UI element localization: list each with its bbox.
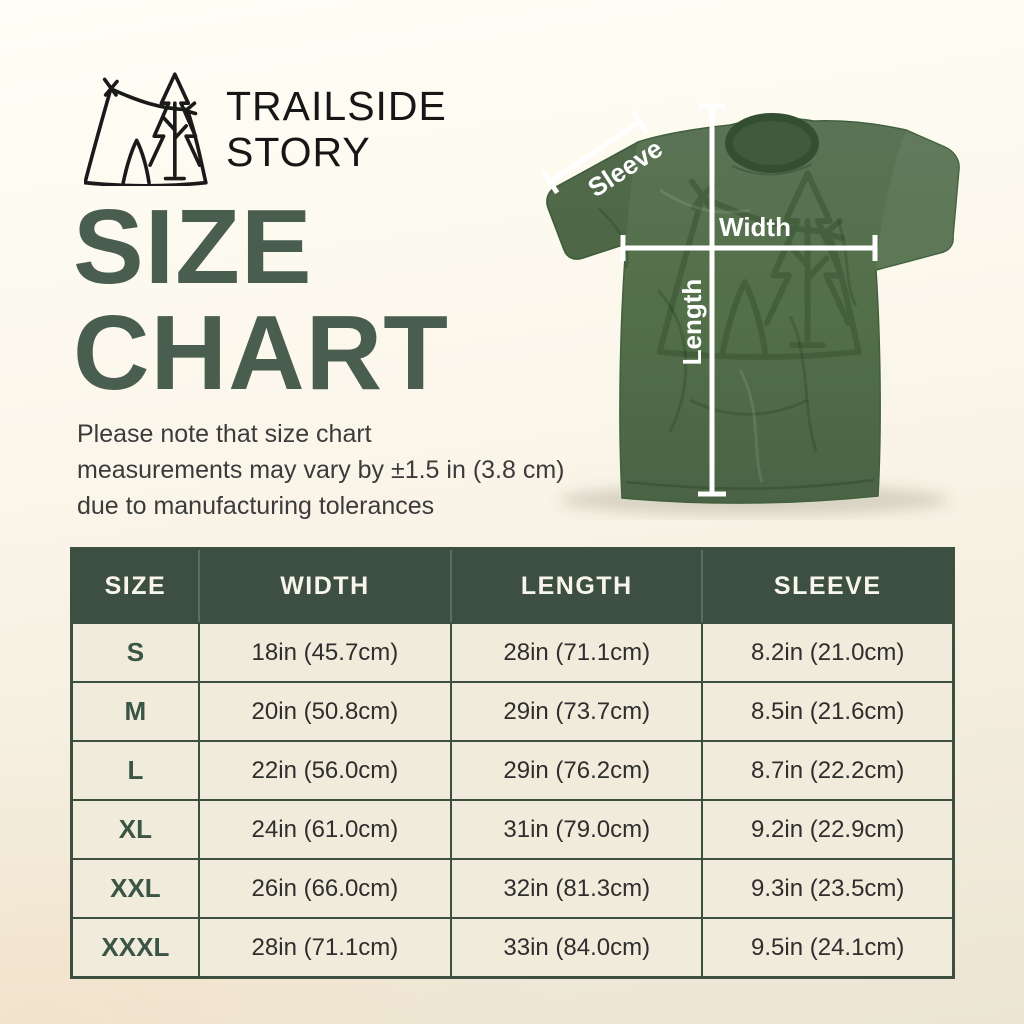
- table-row: XXXL 28in (71.1cm) 33in (84.0cm) 9.5in (…: [70, 917, 955, 979]
- size-value: XXL: [70, 858, 200, 919]
- header-sleeve: SLEEVE: [701, 547, 956, 624]
- length-measure-label: Length: [677, 279, 707, 366]
- sleeve-value: 9.3in (23.5cm): [701, 858, 955, 919]
- header-row: SIZE WIDTH LENGTH SLEEVE: [70, 547, 956, 624]
- sleeve-value: 8.2in (21.0cm): [701, 622, 955, 683]
- page-title-line1: SIZE: [73, 188, 313, 306]
- length-value: 31in (79.0cm): [450, 799, 704, 860]
- width-value: 22in (56.0cm): [197, 740, 453, 801]
- note-line1: Please note that size chart: [77, 420, 372, 448]
- length-value: 28in (71.1cm): [450, 622, 704, 683]
- collar-ring: [725, 113, 819, 173]
- width-value: 18in (45.7cm): [197, 622, 453, 683]
- measurement-lines: [540, 103, 878, 497]
- table-row: L 22in (56.0cm) 29in (76.2cm) 8.7in (22.…: [70, 740, 955, 801]
- sleeve-value: 8.5in (21.6cm): [701, 681, 955, 742]
- left-sleeve-shading: [546, 142, 638, 260]
- width-measure-label: Width: [719, 212, 791, 242]
- size-value: XXXL: [70, 917, 200, 979]
- sleeve-line: [548, 119, 642, 185]
- length-value: 29in (76.2cm): [450, 740, 704, 801]
- note-line3: due to manufacturing tolerances: [77, 492, 435, 520]
- brand-header: TRAILSIDE STORY: [84, 72, 447, 186]
- table-row: XXL 26in (66.0cm) 32in (81.3cm) 9.3in (2…: [70, 858, 955, 919]
- width-value: 20in (50.8cm): [197, 681, 453, 742]
- size-table-header: SIZE WIDTH LENGTH SLEEVE: [70, 547, 956, 624]
- length-value: 33in (84.0cm): [450, 917, 704, 979]
- sleeve-value: 9.2in (22.9cm): [701, 799, 955, 860]
- size-table-body: S 18in (45.7cm) 28in (71.1cm) 8.2in (21.…: [70, 622, 955, 979]
- table-row: S 18in (45.7cm) 28in (71.1cm) 8.2in (21.…: [70, 622, 955, 683]
- tolerance-note: Please note that size chart measurements…: [77, 416, 565, 524]
- sleeve-line-upper-cap: [630, 109, 650, 135]
- tshirt-photo: Sleeve Width Length: [540, 103, 960, 516]
- sleeve-line-lower-cap: [540, 169, 560, 195]
- size-value: M: [70, 681, 200, 742]
- size-value: L: [70, 740, 200, 801]
- width-value: 24in (61.0cm): [197, 799, 453, 860]
- tshirt-measurement-diagram: Sleeve Width Length: [540, 70, 1010, 520]
- brand-name: TRAILSIDE STORY: [226, 72, 447, 176]
- length-value: 32in (81.3cm): [450, 858, 704, 919]
- page-title: SIZE CHART: [73, 194, 449, 406]
- length-value: 29in (73.7cm): [450, 681, 704, 742]
- table-row: M 20in (50.8cm) 29in (73.7cm) 8.5in (21.…: [70, 681, 955, 742]
- hem-seam: [625, 478, 875, 490]
- right-sleeve-shading: [876, 130, 960, 270]
- width-value: 28in (71.1cm): [197, 917, 453, 979]
- table-row: XL 24in (61.0cm) 31in (79.0cm) 9.2in (22…: [70, 799, 955, 860]
- brand-name-line2: STORY: [226, 128, 371, 175]
- highlights: [659, 188, 764, 483]
- header-length: LENGTH: [450, 547, 704, 624]
- note-line2: measurements may vary by ±1.5 in (3.8 cm…: [77, 456, 565, 484]
- sleeve-value: 9.5in (24.1cm): [701, 917, 955, 979]
- page-title-line2: CHART: [73, 294, 449, 412]
- sleeve-value: 8.7in (22.2cm): [701, 740, 955, 801]
- header-size: SIZE: [70, 547, 200, 624]
- width-value: 26in (66.0cm): [197, 858, 453, 919]
- size-value: XL: [70, 799, 200, 860]
- size-table: SIZE WIDTH LENGTH SLEEVE S 18in (45.7cm)…: [70, 547, 956, 979]
- tent-and-pine-tree-icon: [84, 72, 208, 186]
- collar-seam: [731, 163, 813, 176]
- header-width: WIDTH: [197, 547, 453, 624]
- brand-name-line1: TRAILSIDE: [226, 83, 447, 129]
- collar-inner: [729, 117, 815, 169]
- size-value: S: [70, 622, 200, 683]
